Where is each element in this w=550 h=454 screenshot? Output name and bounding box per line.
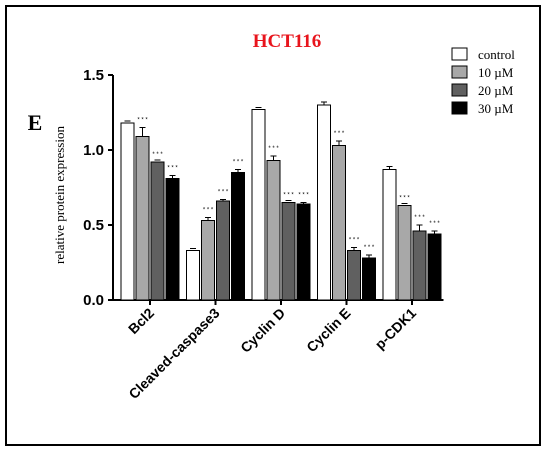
bar bbox=[427, 233, 442, 301]
legend-swatch bbox=[451, 101, 468, 115]
significance-marker: * * * bbox=[233, 160, 244, 166]
bars: * * * * * * * * * * * * * * * * * * * * * * * *… bbox=[120, 101, 442, 301]
x-tick-label: Cyclin E bbox=[303, 305, 353, 355]
bar bbox=[397, 205, 412, 301]
y-tick-label: 0.5 bbox=[83, 217, 104, 234]
bar bbox=[281, 202, 296, 301]
bar bbox=[135, 136, 150, 301]
bar bbox=[332, 145, 346, 301]
panel-label: E bbox=[28, 110, 43, 135]
x-tick-label: Bcl2 bbox=[125, 305, 157, 337]
x-tick-label: Cyclin D bbox=[237, 305, 288, 356]
legend-swatch bbox=[451, 47, 468, 61]
x-tick-label: p-CDK1 bbox=[372, 305, 420, 353]
legend-label: 20 µM bbox=[478, 83, 514, 98]
bar bbox=[165, 178, 180, 301]
bar bbox=[186, 250, 200, 301]
y-tick-label: 1.0 bbox=[83, 142, 104, 159]
significance-marker: * * * bbox=[364, 245, 375, 251]
significance-marker: * * * bbox=[283, 193, 294, 199]
bar bbox=[317, 104, 331, 301]
legend-swatch bbox=[451, 83, 468, 97]
bar bbox=[216, 200, 230, 301]
legend-swatch bbox=[451, 65, 468, 79]
bar bbox=[231, 172, 245, 301]
bar bbox=[382, 169, 397, 301]
significance-marker: * * * bbox=[167, 166, 178, 172]
y-axis-label: relative protein expression bbox=[52, 126, 67, 264]
bar bbox=[412, 230, 427, 301]
significance-marker: * * * bbox=[268, 146, 279, 152]
legend-label: control bbox=[478, 47, 515, 62]
significance-marker: * * * bbox=[334, 131, 345, 137]
significance-marker: * * * bbox=[152, 152, 163, 158]
significance-marker: * * * bbox=[298, 193, 309, 199]
y-tick-label: 0.0 bbox=[83, 292, 104, 309]
bar bbox=[251, 109, 266, 301]
bar bbox=[362, 257, 376, 301]
legend-label: 30 µM bbox=[478, 101, 514, 116]
bar bbox=[296, 203, 311, 301]
chart-title: HCT116 bbox=[253, 31, 322, 52]
significance-marker: * * * bbox=[399, 196, 410, 202]
bar bbox=[120, 122, 135, 301]
bar bbox=[201, 220, 215, 301]
bar bbox=[150, 161, 165, 301]
significance-marker: * * * bbox=[137, 118, 148, 124]
significance-marker: * * * bbox=[429, 221, 440, 227]
significance-marker: * * * bbox=[203, 208, 214, 214]
y-tick-label: 1.5 bbox=[83, 67, 104, 84]
significance-marker: * * * bbox=[414, 215, 425, 221]
significance-marker: * * * bbox=[349, 238, 360, 244]
bar bbox=[266, 160, 281, 301]
bar bbox=[347, 250, 361, 301]
legend: control 10 µM 20 µM 30 µM bbox=[451, 47, 515, 116]
significance-marker: * * * bbox=[218, 190, 229, 196]
legend-label: 10 µM bbox=[478, 65, 514, 80]
